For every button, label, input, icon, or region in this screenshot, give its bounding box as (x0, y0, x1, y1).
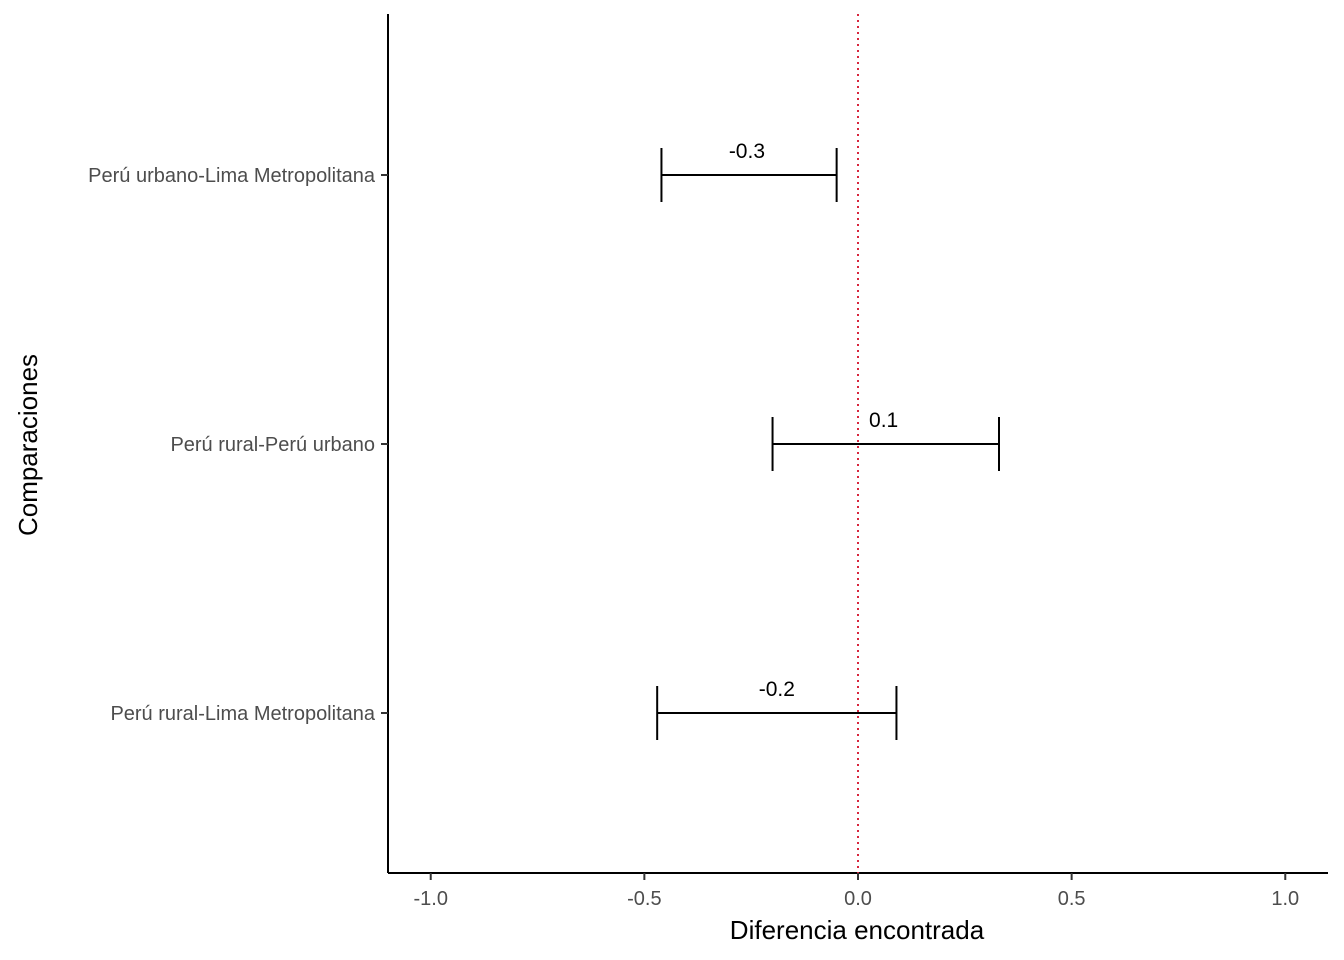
estimate-label: -0.2 (759, 678, 795, 701)
estimate-label: -0.3 (729, 140, 765, 163)
y-axis-title: Comparaciones (13, 354, 43, 536)
x-tick-label: 0.5 (1058, 888, 1086, 910)
estimate-label: 0.1 (869, 409, 898, 432)
x-tick-label: -0.5 (627, 888, 661, 910)
x-tick-label: 0.0 (844, 888, 872, 910)
x-tick-label: -1.0 (413, 888, 447, 910)
x-tick-label: 1.0 (1271, 888, 1299, 910)
y-tick-label: Perú rural-Lima Metropolitana (110, 703, 375, 725)
x-axis-title: Diferencia encontrada (730, 915, 985, 945)
y-tick-label: Perú rural-Perú urbano (170, 434, 375, 456)
y-tick-label: Perú urbano-Lima Metropolitana (88, 165, 376, 187)
